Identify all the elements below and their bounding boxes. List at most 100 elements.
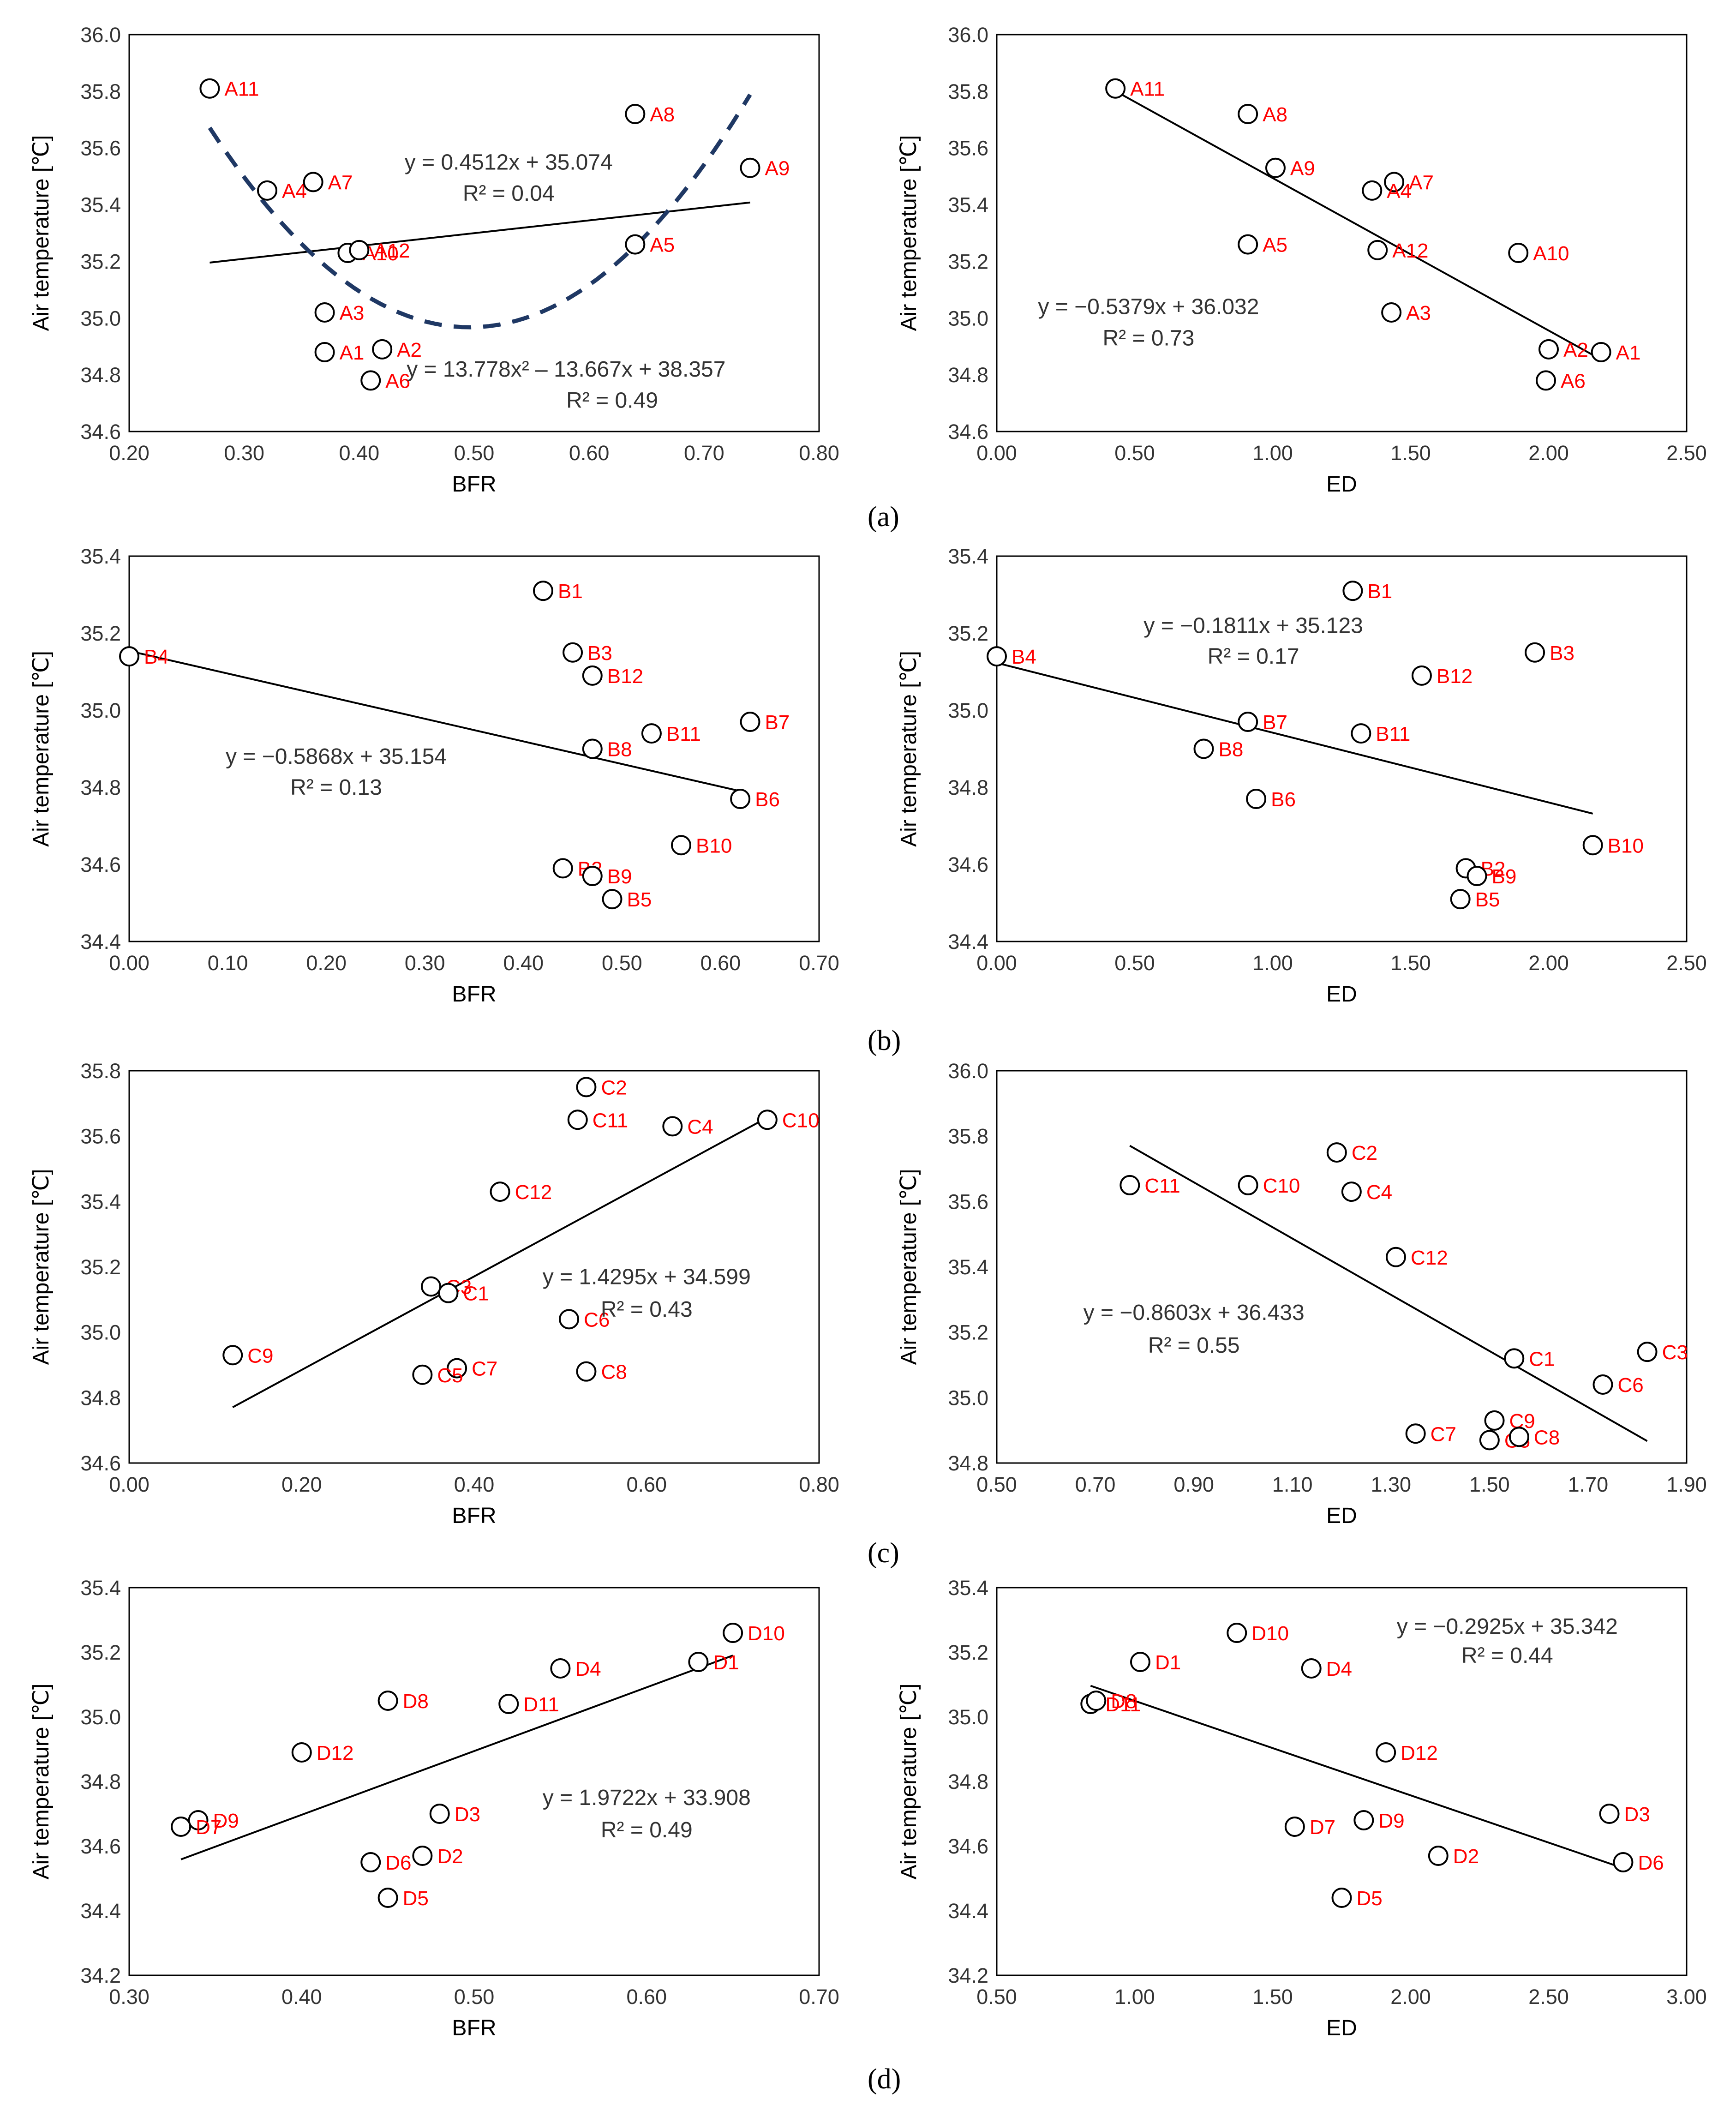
chart2-trend-line [1115, 90, 1602, 360]
chart6-point-C6 [1592, 1374, 1613, 1395]
chart3-point-label-B6: B6 [755, 788, 780, 811]
chart8-point-D4 [1301, 1658, 1322, 1679]
chart2-point-label-A3: A3 [1406, 302, 1431, 324]
chart1-point-A7 [303, 172, 323, 192]
chart1-point-label-A9: A9 [765, 157, 790, 180]
chart1-point-A1 [314, 342, 335, 362]
chart5-x-tick-label: 0.00 [109, 1473, 150, 1496]
chart8-frame [996, 1587, 1688, 1976]
chart7-point-D9 [188, 1810, 209, 1830]
chart2-point-label-A9: A9 [1290, 157, 1315, 180]
chart2-point-A4 [1362, 180, 1383, 201]
chart2-x-tick-label: 1.50 [1390, 441, 1431, 465]
chart4-point-label-B6: B6 [1271, 788, 1296, 811]
chart1-x-tick-label: 0.50 [454, 441, 495, 465]
chart7-point-D8 [377, 1691, 398, 1711]
chart6-annotation-2: R² = 0.55 [1148, 1333, 1240, 1358]
chart7-point-D6 [360, 1852, 381, 1872]
chart3-point-B5 [602, 889, 623, 910]
chart3-point-label-B11: B11 [666, 723, 701, 745]
chart3-point-label-B8: B8 [607, 738, 632, 761]
chart1-y-tick-label: 35.8 [80, 80, 121, 103]
chart2-point-A6 [1536, 370, 1556, 391]
chart6-x-tick-label: 0.70 [1075, 1473, 1116, 1496]
chart6-point-label-C6: C6 [1617, 1374, 1643, 1397]
chart6-point-label-C3: C3 [1662, 1341, 1688, 1364]
chart8-x-axis-label: ED [1326, 2016, 1357, 2040]
chart5-point-label-C2: C2 [601, 1076, 627, 1099]
chart8-point-D1 [1130, 1652, 1150, 1672]
chart5-point-C9 [222, 1345, 243, 1366]
chart5-y-tick-label: 34.6 [80, 1451, 121, 1475]
chart3-point-B4 [119, 646, 139, 667]
chart2-point-A12 [1367, 240, 1388, 260]
chart8-x-tick-label: 2.00 [1390, 1985, 1431, 2009]
chart1-point-label-A1: A1 [340, 342, 365, 364]
panel-label-d: (d) [868, 2063, 901, 2095]
chart6-x-tick-label: 1.10 [1272, 1473, 1313, 1496]
chart1-annotation-1: y = 0.4512x + 35.074 [405, 150, 613, 174]
chart1-y-tick-label: 35.0 [80, 306, 121, 330]
chart1-point-label-A6: A6 [385, 370, 410, 392]
chart3-x-tick-label: 0.30 [405, 951, 445, 975]
chart3-point-B1 [533, 581, 553, 601]
chart8-point-D12 [1376, 1742, 1396, 1763]
chart2-x-tick-label: 1.00 [1252, 441, 1293, 465]
chart1-point-A5 [625, 234, 646, 255]
chart7-x-tick-label: 0.40 [281, 1985, 322, 2009]
chart4-point-label-B11: B11 [1376, 723, 1410, 745]
chart3-x-tick-label: 0.00 [109, 951, 150, 975]
chart3-point-label-B7: B7 [765, 711, 790, 734]
chart3-frame [128, 555, 820, 942]
chart4-x-tick-label: 2.50 [1666, 951, 1707, 975]
chart8-point-label-D6: D6 [1638, 1852, 1664, 1874]
chart3-point-B10 [671, 835, 691, 856]
chart7-frame [128, 1587, 820, 1976]
chart4-trend-line [996, 662, 1593, 815]
chart6-point-label-C1: C1 [1529, 1348, 1555, 1370]
chart2-point-A1 [1591, 342, 1611, 362]
chart6-y-tick-label: 36.0 [948, 1059, 988, 1083]
chart2-y-tick-label: 35.4 [948, 193, 988, 217]
chart2-y-tick-label: 35.2 [948, 250, 988, 273]
chart2-y-axis-label: Air temperature [℃] [897, 135, 921, 331]
chart4-point-B9 [1467, 866, 1487, 887]
chart1-point-label-A12: A12 [374, 240, 410, 262]
chart6-point-C7 [1405, 1423, 1426, 1444]
chart2-x-tick-label: 2.50 [1666, 441, 1707, 465]
chart5-point-label-C7: C7 [472, 1358, 497, 1380]
chart8-point-D5 [1331, 1888, 1352, 1908]
chart8-y-tick-label: 35.2 [948, 1641, 988, 1664]
chart1-y-tick-label: 34.6 [80, 420, 121, 444]
chart7-y-tick-label: 35.2 [80, 1641, 121, 1664]
chart1-point-A12 [349, 240, 370, 260]
chart6-point-C4 [1341, 1181, 1362, 1202]
chart4-point-B4 [987, 646, 1007, 667]
chart7-y-axis-label: Air temperature [℃] [29, 1684, 54, 1880]
chart1-point-A11 [199, 78, 220, 99]
chart1-point-A4 [257, 180, 277, 201]
chart1-point-label-A11: A11 [224, 78, 259, 101]
chart6-y-tick-label: 35.4 [948, 1255, 988, 1279]
chart2-point-label-A1: A1 [1616, 342, 1641, 364]
chart3-trend-line [129, 650, 741, 792]
chart7-point-label-D10: D10 [748, 1622, 785, 1645]
chart7-annotation-2: R² = 0.49 [601, 1818, 693, 1842]
chart5-x-tick-label: 0.20 [281, 1473, 322, 1496]
chart1-y-tick-label: 35.4 [80, 193, 121, 217]
chart6-x-tick-label: 0.90 [1173, 1473, 1214, 1496]
chart1-y-axis-label: Air temperature [℃] [29, 135, 54, 331]
chart2-annotation-1: y = −0.5379x + 36.032 [1038, 295, 1259, 319]
chart5-point-C8 [576, 1361, 597, 1382]
chart7-point-D5 [377, 1888, 398, 1908]
chart7-point-label-D7: D7 [196, 1816, 221, 1839]
chart7-x-tick-label: 0.50 [454, 1985, 495, 2009]
chart8-point-D7 [1284, 1817, 1305, 1837]
chart6-annotation-1: y = −0.8603x + 36.433 [1084, 1301, 1305, 1325]
chart5-point-label-C6: C6 [584, 1308, 610, 1331]
chart5-y-axis-label: Air temperature [℃] [29, 1169, 54, 1365]
chart3-x-tick-label: 0.50 [602, 951, 642, 975]
chart5-point-label-C1: C1 [463, 1283, 489, 1305]
chart2-point-label-A11: A11 [1130, 78, 1165, 101]
chart2-y-tick-label: 35.6 [948, 137, 988, 160]
